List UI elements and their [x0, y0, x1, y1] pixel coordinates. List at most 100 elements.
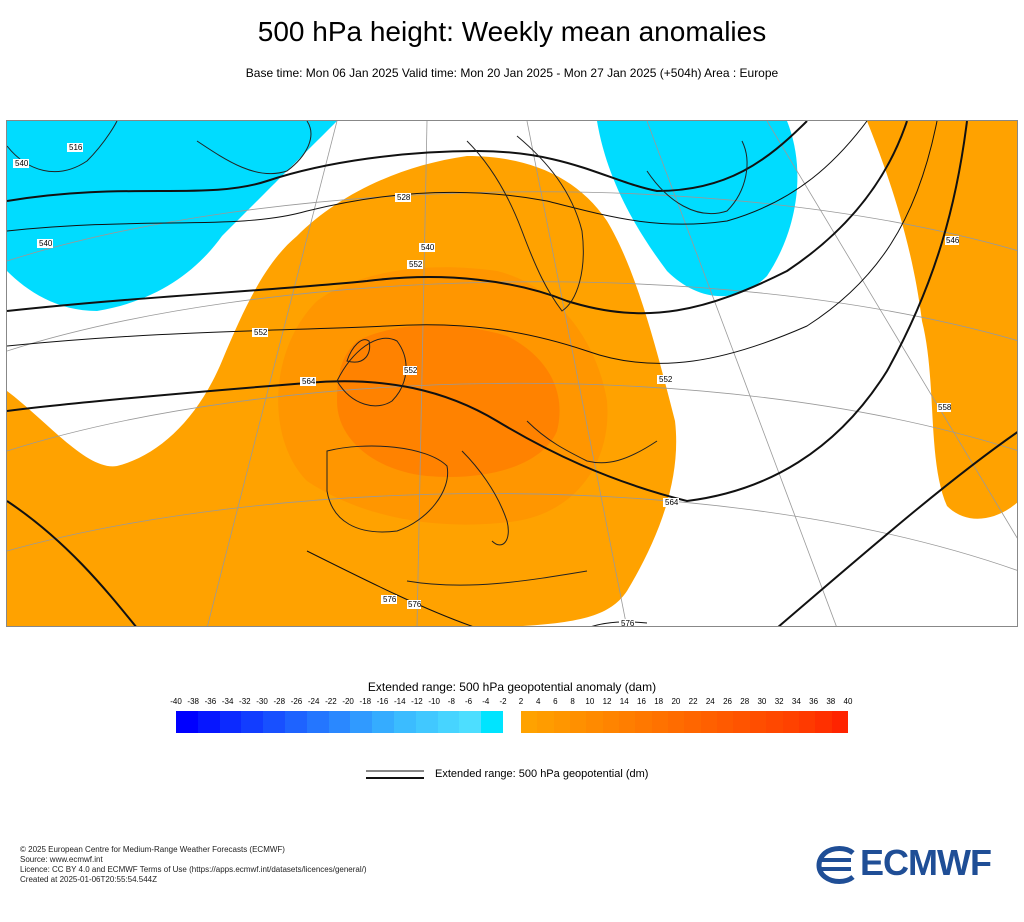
legend-tick-label: 6	[553, 697, 558, 706]
colorbar-swatch	[306, 711, 329, 733]
contour-label: 564	[663, 498, 679, 507]
footer-credits: © 2025 European Centre for Medium-Range …	[20, 845, 367, 885]
colorbar-swatch	[537, 711, 554, 733]
svg-text:576: 576	[383, 595, 397, 604]
legend-tick-label: -28	[273, 697, 286, 706]
colorbar-swatch	[350, 711, 373, 733]
legend-tick-label: -14	[393, 697, 406, 706]
legend-tick-label: -32	[239, 697, 251, 706]
svg-text:540: 540	[15, 159, 29, 168]
contour-label: 552	[403, 366, 418, 375]
legend-tick-label: 10	[585, 697, 595, 706]
contour-label: 576	[407, 600, 422, 609]
contour-label: 552	[657, 375, 673, 384]
legend-ticks: -40 -38 -36 -34 -32 -30 -28 -26 -24 -22 -20 -18 -16-…	[0, 697, 1024, 709]
contour-label: 540	[419, 243, 435, 252]
contour-label: 576	[381, 595, 397, 604]
chart-title: 500 hPa height: Weekly mean anomalies	[257, 16, 767, 47]
footer-source: Source: www.ecmwf.int	[20, 855, 103, 864]
colorbar-swatch	[553, 711, 571, 733]
legend-tick-label: -22	[325, 697, 337, 706]
negative-colorbar	[176, 711, 503, 733]
colorbar-swatch	[328, 711, 351, 733]
svg-text:552: 552	[659, 375, 673, 384]
colorbar-swatch	[521, 711, 538, 733]
colorbar-swatch	[263, 711, 285, 733]
colorbar-swatch	[782, 711, 799, 733]
contour-labels: 516 528 540 540 552 552 552 564 564 576 …	[13, 143, 960, 626]
colorbar-swatch	[798, 711, 816, 733]
svg-text:546: 546	[946, 236, 960, 245]
svg-text:576: 576	[408, 600, 422, 609]
positive-anomaly-east	[867, 121, 1017, 519]
svg-text:564: 564	[665, 498, 679, 507]
colorbar-swatch	[570, 711, 587, 733]
contour-legend-swatch	[366, 770, 424, 779]
contour-label: 552	[407, 260, 423, 269]
contour-legend-label: Extended range: 500 hPa geopotential (dm…	[435, 768, 649, 780]
legend-tick-label: -16	[376, 697, 389, 706]
positive-anomaly-core	[337, 325, 560, 477]
colorbar-swatch	[586, 711, 603, 733]
legend-tick-label: 40	[843, 697, 853, 706]
footer-copyright: © 2025 European Centre for Medium-Range …	[20, 845, 285, 854]
footer-licence: Licence: CC BY 4.0 and ECMWF Terms of Us…	[20, 865, 367, 874]
colorbar-swatch	[197, 711, 220, 733]
anomaly-legend-title: Extended range: 500 hPa geopotential ano…	[367, 680, 657, 694]
legend-tick-label: 20	[671, 697, 681, 706]
coastlines	[7, 121, 748, 586]
legend-tick-label: 36	[809, 697, 819, 706]
contour-label: 546	[945, 236, 960, 245]
ecmwf-logo-text: ECMWF	[860, 842, 992, 883]
legend-tick-label: -36	[204, 697, 217, 706]
svg-text:564: 564	[302, 377, 316, 386]
colorbar-swatch	[700, 711, 718, 733]
colorbar-swatch	[668, 711, 685, 733]
footer-created: Created at 2025-01-06T20:55:54.544Z	[20, 875, 157, 884]
colorbar-swatch	[241, 711, 264, 733]
contour-label: 552	[252, 328, 268, 337]
colorbar-swatch	[437, 711, 460, 733]
svg-text:552: 552	[404, 366, 418, 375]
legend-tick-label: 22	[688, 697, 698, 706]
legend-tick-label: -8	[447, 697, 455, 706]
contour-label: 516	[67, 143, 83, 152]
colorbar-swatch	[651, 711, 669, 733]
legend-tick-label: -30	[256, 697, 268, 706]
colorbar-swatch	[717, 711, 734, 733]
colorbar-swatch	[415, 711, 438, 733]
colorbar-swatch	[815, 711, 832, 733]
legend-tick-label: 14	[619, 697, 629, 706]
map-svg: 516 528 540 540 552 552 552 564 564 576 …	[7, 121, 1017, 626]
legend-tick-label: -2	[499, 697, 507, 706]
legend-tick-label: -20	[342, 697, 354, 706]
colorbar-swatch	[766, 711, 783, 733]
contour-label: 558	[937, 403, 952, 412]
legend-tick-label: 4	[535, 697, 541, 706]
legend-tick-label: 8	[570, 697, 575, 706]
legend-tick-label: 18	[654, 697, 664, 706]
legend-tick-label: -6	[465, 697, 473, 706]
svg-text:552: 552	[254, 328, 268, 337]
legend-tick-label: 28	[740, 697, 750, 706]
legend-tick-label: 2	[518, 697, 524, 706]
colorbar-swatch	[284, 711, 307, 733]
height-contours	[7, 121, 1017, 626]
negative-anomaly-northwest	[7, 121, 337, 311]
contour-label: 528	[395, 193, 411, 202]
colorbar-swatch	[749, 711, 767, 733]
colorbar-swatch	[635, 711, 652, 733]
colorbar-swatch	[733, 711, 750, 733]
legend-tick-label: -24	[307, 697, 320, 706]
legend-tick-label: 34	[791, 697, 801, 706]
legend-tick-label: 12	[602, 697, 612, 706]
legend-tick-label: -18	[359, 697, 372, 706]
colorbar-swatch	[459, 711, 482, 733]
legend-tick-label: -12	[411, 697, 423, 706]
legend-tick-label: 30	[757, 697, 767, 706]
svg-text:552: 552	[409, 260, 423, 269]
colorbar-swatch	[393, 711, 416, 733]
legend-tick-label: -38	[187, 697, 199, 706]
anomaly-map: 516 528 540 540 552 552 552 564 564 576 …	[6, 120, 1018, 627]
chart-subtitle: Base time: Mon 06 Jan 2025 Valid time: M…	[245, 66, 779, 80]
